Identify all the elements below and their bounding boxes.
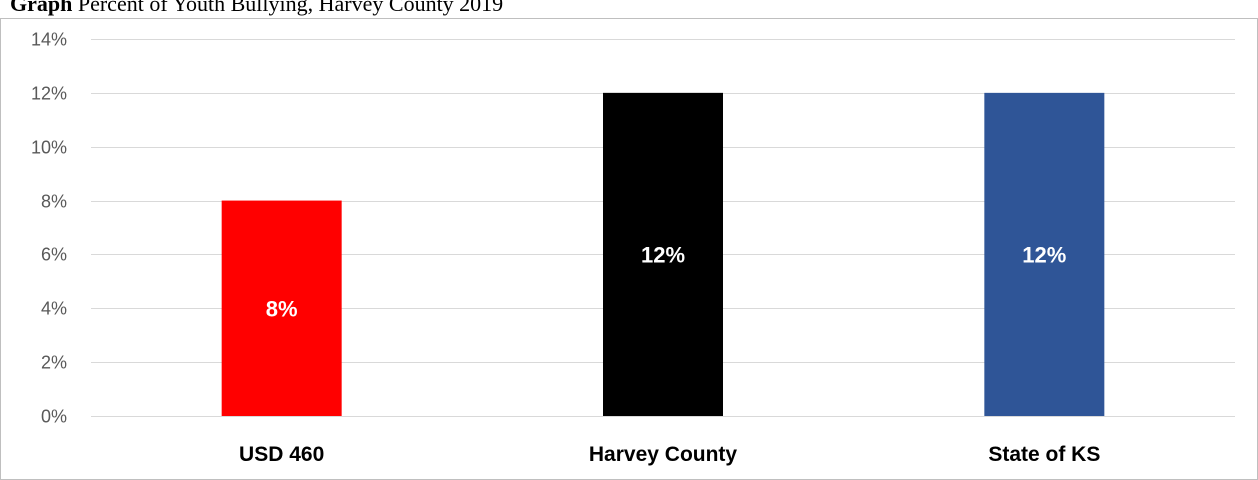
data-labels: 8% 12% 12%: [266, 242, 1067, 321]
page-heading: Graph Percent of Youth Bullying, Harvey …: [10, 0, 1250, 19]
x-tick-label: Harvey County: [589, 443, 738, 466]
y-axis-tick-labels: 0% 2% 4% 6% 8% 10% 12% 14%: [31, 30, 67, 427]
y-tick-label: 6%: [41, 245, 67, 265]
data-label: 8%: [266, 296, 298, 321]
bar: [984, 92, 1105, 416]
heading-text: Percent of Youth Bullying, Harvey County…: [77, 0, 504, 16]
bar-chart: 0% 2% 4% 6% 8% 10% 12% 14% 8% 12% 12% USD 460 Harv…: [31, 30, 1235, 466]
x-axis-category-labels: USD 460 Harvey County State of KS: [239, 443, 1100, 466]
bars: [221, 92, 1105, 416]
data-label: 12%: [1022, 242, 1066, 267]
chart-area: 0% 2% 4% 6% 8% 10% 12% 14% 8% 12% 12% USD 460 Harv…: [0, 18, 1258, 480]
bar: [221, 200, 342, 416]
data-label: 12%: [641, 242, 685, 267]
heading-bold-text: Graph: [10, 0, 73, 16]
y-tick-label: 10%: [31, 138, 67, 158]
y-tick-label: 2%: [41, 353, 67, 373]
y-tick-label: 12%: [31, 84, 67, 104]
bar: [603, 92, 723, 416]
x-tick-label: USD 460: [239, 443, 324, 466]
y-tick-label: 14%: [31, 30, 67, 50]
y-tick-label: 4%: [41, 299, 67, 319]
x-tick-label: State of KS: [988, 443, 1100, 466]
y-tick-label: 8%: [41, 192, 67, 212]
y-tick-label: 0%: [41, 407, 67, 427]
